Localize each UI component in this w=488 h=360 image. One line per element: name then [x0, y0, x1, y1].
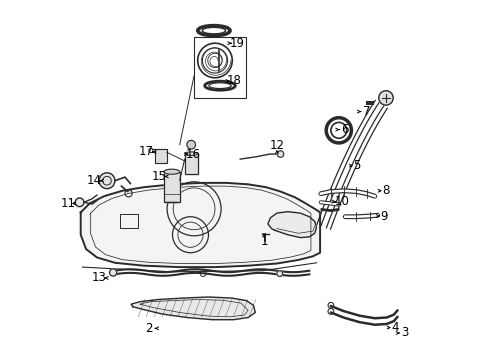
Text: 19: 19	[229, 37, 244, 50]
Text: 15: 15	[152, 170, 166, 183]
Text: 5: 5	[352, 159, 360, 172]
FancyBboxPatch shape	[184, 154, 197, 174]
Text: 6: 6	[341, 123, 348, 136]
Circle shape	[109, 269, 117, 276]
Text: 14: 14	[86, 174, 102, 187]
Circle shape	[277, 151, 283, 157]
FancyBboxPatch shape	[163, 172, 179, 202]
FancyBboxPatch shape	[155, 149, 166, 163]
Text: 9: 9	[380, 210, 387, 222]
Text: 8: 8	[381, 184, 388, 197]
Ellipse shape	[163, 169, 179, 174]
Text: 17: 17	[139, 145, 154, 158]
Text: 4: 4	[390, 321, 398, 334]
Circle shape	[186, 140, 195, 149]
Text: 10: 10	[334, 195, 348, 208]
Polygon shape	[131, 297, 255, 320]
Circle shape	[378, 91, 392, 105]
Text: 18: 18	[226, 75, 242, 87]
Ellipse shape	[184, 152, 197, 156]
Circle shape	[276, 271, 282, 276]
Polygon shape	[267, 212, 316, 238]
Text: 16: 16	[185, 148, 201, 161]
Text: 12: 12	[269, 139, 284, 152]
Circle shape	[99, 173, 115, 189]
Text: 2: 2	[145, 322, 153, 335]
Circle shape	[75, 198, 84, 207]
Polygon shape	[81, 183, 320, 267]
Text: 3: 3	[400, 327, 407, 339]
Text: 7: 7	[363, 105, 370, 118]
Text: 13: 13	[91, 271, 106, 284]
Text: 1: 1	[260, 235, 267, 248]
Text: 11: 11	[61, 197, 76, 210]
